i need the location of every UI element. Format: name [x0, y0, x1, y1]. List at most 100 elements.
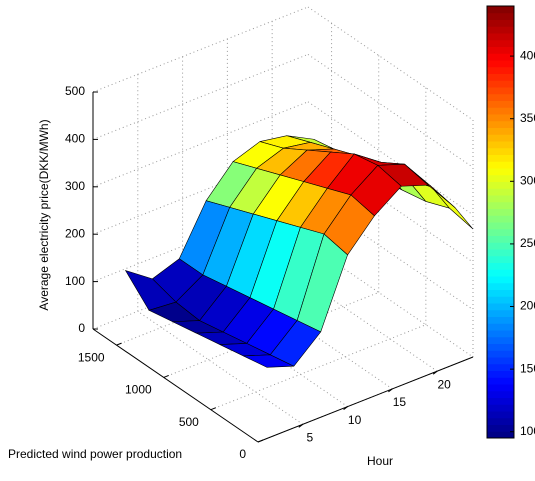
colorbar-strip	[487, 431, 514, 439]
colorbar-strip	[487, 282, 514, 290]
colorbar-strip	[487, 404, 514, 412]
colorbar-strip	[487, 255, 514, 263]
colorbar-strip	[487, 424, 514, 432]
x-tick-label: 20	[437, 377, 451, 391]
grid-line	[307, 6, 474, 121]
colorbar-strip	[487, 384, 514, 392]
x-tick-label: 5	[306, 430, 313, 444]
z-axis-label: Average electricity price(DKK/MWh)	[37, 119, 51, 310]
colorbar-strip	[487, 350, 514, 358]
colorbar-strip	[487, 114, 514, 122]
z-tick-label: 0	[78, 321, 85, 335]
colorbar-strip	[487, 269, 514, 277]
y-tick-label: 0	[239, 447, 246, 461]
colorbar-strip	[487, 168, 514, 176]
colorbar-strip	[487, 390, 514, 398]
colorbar-strip	[487, 370, 514, 378]
colorbar-strip	[487, 134, 514, 142]
colorbar-tick-label: 350	[520, 111, 535, 125]
colorbar-strip	[487, 39, 514, 47]
z-tick-label: 300	[65, 179, 85, 193]
colorbar-strip	[487, 296, 514, 304]
y-axis	[92, 328, 259, 443]
x-tick	[432, 370, 438, 375]
colorbar-tick-label: 300	[520, 173, 535, 187]
colorbar-strip	[487, 60, 514, 68]
colorbar-strip	[487, 235, 514, 243]
x-tick	[298, 423, 304, 428]
y-tick	[163, 374, 169, 378]
y-tick	[116, 342, 122, 346]
colorbar-strip	[487, 276, 514, 284]
colorbar-strip	[487, 417, 514, 425]
colorbar-strip	[487, 12, 514, 20]
grid-line	[210, 324, 427, 411]
colorbar-strip	[487, 316, 514, 324]
colorbar-strip	[487, 411, 514, 419]
colorbar-strip	[487, 249, 514, 257]
colorbar-strip	[487, 80, 514, 88]
colorbar-tick-label: 200	[520, 299, 535, 313]
grid-line	[163, 291, 379, 378]
colorbar-strip	[487, 154, 514, 162]
colorbar-strip	[487, 222, 514, 230]
colorbar-strip	[487, 228, 514, 236]
colorbar-strip	[487, 33, 514, 41]
x-tick-label: 10	[348, 413, 362, 427]
colorbar-strip	[487, 147, 514, 155]
colorbar-tick-label: 150	[520, 361, 535, 375]
colorbar-strip	[487, 87, 514, 95]
colorbar-strip	[487, 303, 514, 311]
z-tick-label: 500	[65, 84, 85, 98]
colorbar-strip	[487, 343, 514, 351]
colorbar-strip	[487, 53, 514, 61]
colorbar-tick-label: 100	[520, 424, 535, 438]
colorbar-strip	[487, 174, 514, 182]
colorbar-frame	[486, 5, 515, 439]
z-tick-label: 100	[65, 274, 85, 288]
colorbar-strip	[487, 46, 514, 54]
colorbar-strip	[487, 397, 514, 405]
x-tick	[343, 406, 348, 410]
x-axis-label: Hour	[367, 454, 393, 468]
colorbar-strip	[487, 107, 514, 115]
colorbar-strip	[487, 141, 514, 149]
y-tick-label: 1500	[78, 350, 105, 364]
colorbar-strip	[487, 363, 514, 371]
colorbar-strip	[487, 6, 514, 14]
colorbar-strip	[487, 309, 514, 317]
y-tick-label: 500	[179, 415, 199, 429]
y-tick	[210, 407, 217, 411]
colorbar-strip	[487, 242, 514, 250]
y-axis-label: Predicted wind power production	[8, 447, 182, 461]
colorbar-strip	[487, 262, 514, 270]
colorbar-strip	[487, 181, 514, 189]
colorbar-strip	[487, 289, 514, 297]
grid-line	[92, 53, 309, 140]
x-tick	[388, 388, 393, 393]
colorbar-tick-label: 400	[520, 48, 535, 62]
x-axis	[257, 356, 474, 443]
colorbar-strip	[487, 357, 514, 365]
colorbar-strip	[487, 195, 514, 203]
z-tick-label: 200	[65, 226, 85, 240]
colorbar-strip	[487, 66, 514, 74]
colorbar-strip	[487, 100, 514, 108]
grid-line	[92, 6, 309, 93]
grid-line	[92, 101, 309, 188]
colorbar-strip	[487, 330, 514, 338]
colorbar-strip	[487, 127, 514, 135]
colorbar-tick-label: 250	[520, 236, 535, 250]
colorbar-strip	[487, 73, 514, 81]
x-tick-label: 15	[393, 395, 407, 409]
colorbar-strip	[487, 161, 514, 169]
colorbar-strip	[487, 188, 514, 196]
colorbar-strip	[487, 19, 514, 27]
colorbar-strip	[487, 377, 514, 385]
colorbar-strip	[487, 120, 514, 128]
surface-patch	[243, 354, 294, 368]
colorbar-strip	[487, 208, 514, 216]
y-tick	[257, 439, 264, 443]
colorbar-strip	[487, 26, 514, 34]
